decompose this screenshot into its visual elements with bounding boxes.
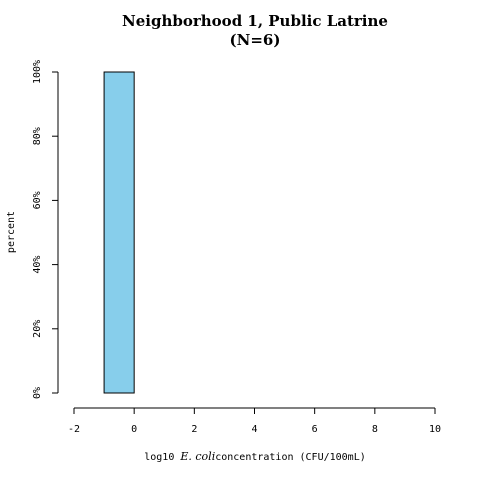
x-axis-label-suffix: concentration (CFU/100mL) bbox=[215, 452, 366, 463]
histogram-bar-0 bbox=[103, 71, 135, 394]
x-tick-label-1: 0 bbox=[131, 424, 137, 435]
y-axis: 0% 20% 40% 60% 80% 100% bbox=[32, 60, 59, 399]
x-axis-label-prefix: log10 bbox=[144, 452, 180, 463]
y-tick-label-2: 40% bbox=[32, 256, 43, 274]
y-axis-label: percent bbox=[6, 211, 17, 253]
x-tick-label-4: 6 bbox=[312, 424, 318, 435]
bars-group bbox=[103, 71, 135, 394]
x-tick-label-0: -2 bbox=[68, 424, 80, 435]
chart-title: Neighborhood 1, Public Latrine bbox=[122, 12, 388, 30]
y-tick-label-4: 80% bbox=[32, 127, 43, 145]
chart-subtitle: (N=6) bbox=[230, 31, 281, 49]
y-tick-label-0: 0% bbox=[32, 387, 43, 399]
x-tick-label-2: 2 bbox=[191, 424, 197, 435]
y-tick-label-1: 20% bbox=[32, 320, 43, 338]
x-tick-label-5: 8 bbox=[372, 424, 378, 435]
x-tick-label-3: 4 bbox=[251, 424, 257, 435]
x-axis: -2 0 2 4 6 8 10 bbox=[68, 407, 441, 435]
y-tick-label-3: 60% bbox=[32, 191, 43, 209]
x-axis-label: log10 E. coliconcentration (CFU/100mL) bbox=[144, 450, 365, 463]
x-axis-label-italic: E. coli bbox=[179, 450, 215, 463]
x-tick-label-6: 10 bbox=[429, 424, 441, 435]
y-tick-label-5: 100% bbox=[32, 60, 43, 84]
